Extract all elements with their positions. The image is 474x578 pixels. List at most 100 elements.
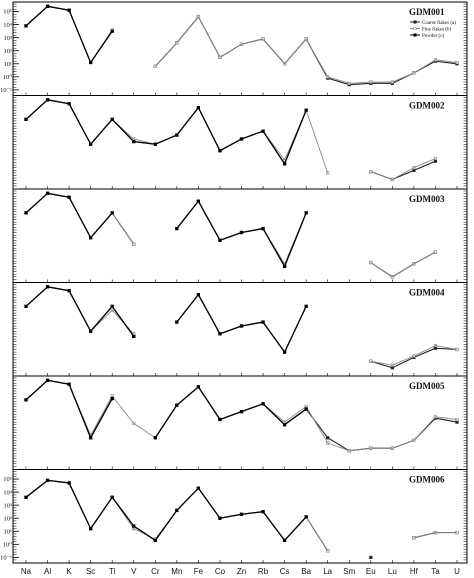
series-1	[24, 98, 438, 182]
series-line	[25, 479, 329, 552]
x-tick-label: K	[66, 567, 72, 576]
data-point	[304, 407, 308, 411]
series-1	[24, 4, 459, 85]
series-line	[176, 294, 307, 353]
legend-label: Fine flakes (b)	[422, 27, 451, 32]
data-point	[369, 260, 373, 265]
legend-marker	[413, 33, 417, 37]
panel-gdm002: GDM002	[12, 95, 468, 190]
x-tick-label: V	[131, 567, 137, 576]
y-tick-label: 10¹	[4, 61, 13, 68]
panel-title: GDM002	[409, 101, 445, 111]
panel-title: GDM001	[409, 7, 445, 17]
y-tick-label: 10⁴	[3, 22, 13, 29]
x-tick-label: U	[454, 567, 460, 576]
y-tick-label: 10⁰	[3, 542, 13, 549]
y-tick-label: 10²	[4, 48, 13, 55]
series-line	[25, 379, 113, 439]
series-2	[24, 378, 308, 440]
series-line	[370, 345, 458, 366]
x-tick-label: Sm	[343, 567, 355, 576]
x-tick-label: Co	[215, 567, 226, 576]
x-tick-label: Ti	[109, 567, 116, 576]
series-line	[25, 286, 135, 337]
panel-gdm001: 10⁵ 10⁴ 10³ 10² 10¹ 10⁰ 10⁻¹ GDM001	[0, 1, 468, 96]
panel-title: GDM003	[409, 194, 445, 204]
x-tick-label: Rb	[258, 567, 269, 576]
series-2	[24, 191, 308, 269]
x-tick-label: Sc	[86, 567, 95, 576]
y-tick-label: 10⁻¹	[0, 555, 12, 562]
series-line	[154, 16, 458, 86]
series-line	[413, 532, 457, 539]
x-tick-label: Cs	[280, 567, 290, 576]
series-0	[24, 98, 438, 182]
series-line	[25, 99, 307, 165]
series-2	[24, 478, 308, 543]
legend-label: Coarse flakes (a)	[422, 21, 456, 26]
series-line	[25, 379, 458, 452]
data-point	[304, 515, 308, 519]
y-tick-label: 10⁰	[3, 74, 13, 81]
y-tick-label: 10⁵	[3, 476, 12, 483]
panel-title: GDM005	[409, 381, 445, 391]
series-2	[24, 285, 308, 354]
series-line	[370, 251, 436, 278]
y-tick-label: 10⁻¹	[0, 87, 12, 94]
data-point	[132, 242, 136, 246]
panel-title: GDM006	[409, 475, 445, 485]
panel-frame	[12, 469, 468, 564]
legend-marker	[413, 20, 417, 24]
series-line	[25, 192, 113, 239]
data-point	[110, 211, 114, 215]
x-tick-label: La	[323, 567, 332, 576]
x-tick-label: Al	[44, 567, 51, 576]
series-0	[24, 378, 459, 453]
x-tick-label: Hf	[410, 567, 419, 576]
panel-gdm004: GDM004	[12, 282, 468, 377]
series-1	[24, 191, 438, 279]
y-tick-label: 10³	[4, 502, 13, 509]
panel-gdm006: 10⁵ 10⁴ 10³ 10² 10¹ 10⁰ 10⁻¹ GDM006	[0, 469, 468, 564]
x-axis: Na Al K Sc Ti V Cr Mn Fe Co Zn Rb Cs Ba La Sm Eu Lu Hf Ta U	[21, 567, 460, 576]
x-tick-label: Fe	[194, 567, 204, 576]
legend-label: Powder (c)	[422, 34, 444, 39]
x-tick-label: Mn	[171, 567, 182, 576]
y-tick-label: 10⁴	[3, 489, 13, 496]
panel-frame	[12, 1, 468, 96]
y-tick-label: 10⁵	[3, 9, 12, 16]
series-line	[154, 386, 307, 439]
panel-gdm003: GDM003	[12, 188, 468, 283]
y-tick-label: 10²	[4, 515, 13, 522]
data-point	[369, 555, 373, 559]
series-line	[176, 200, 307, 268]
series-line	[154, 16, 458, 84]
x-tick-label: Zn	[237, 567, 246, 576]
series-line	[176, 293, 307, 353]
series-line	[176, 294, 307, 353]
series-line	[370, 160, 436, 181]
x-tick-label: Ta	[431, 567, 440, 576]
panel-frame	[12, 375, 468, 470]
series-line	[370, 158, 436, 180]
panel-frame	[12, 95, 468, 190]
series-1	[24, 378, 459, 453]
series-0	[24, 478, 459, 559]
data-point	[110, 29, 114, 33]
y-tick-label: 10³	[4, 35, 13, 42]
x-tick-label: Lu	[388, 567, 397, 576]
series-2	[24, 4, 114, 65]
x-tick-label: Na	[21, 567, 32, 576]
x-tick-label: Ba	[301, 567, 311, 576]
series-line	[370, 251, 436, 278]
series-2	[24, 98, 308, 166]
series-line	[25, 479, 329, 552]
panel-frame	[12, 188, 468, 283]
legend: Coarse flakes (a)Fine flakes (b) Powder (…	[410, 20, 456, 39]
series-line	[25, 479, 307, 542]
y-tick-label: 10¹	[4, 528, 13, 535]
panel-gdm005: GDM005	[12, 375, 468, 470]
panel-title: GDM004	[409, 288, 445, 298]
chart-panels: 10⁵ 10⁴ 10³ 10² 10¹ 10⁰ 10⁻¹ GDM001 GDM002 GDM003…	[0, 1, 468, 564]
